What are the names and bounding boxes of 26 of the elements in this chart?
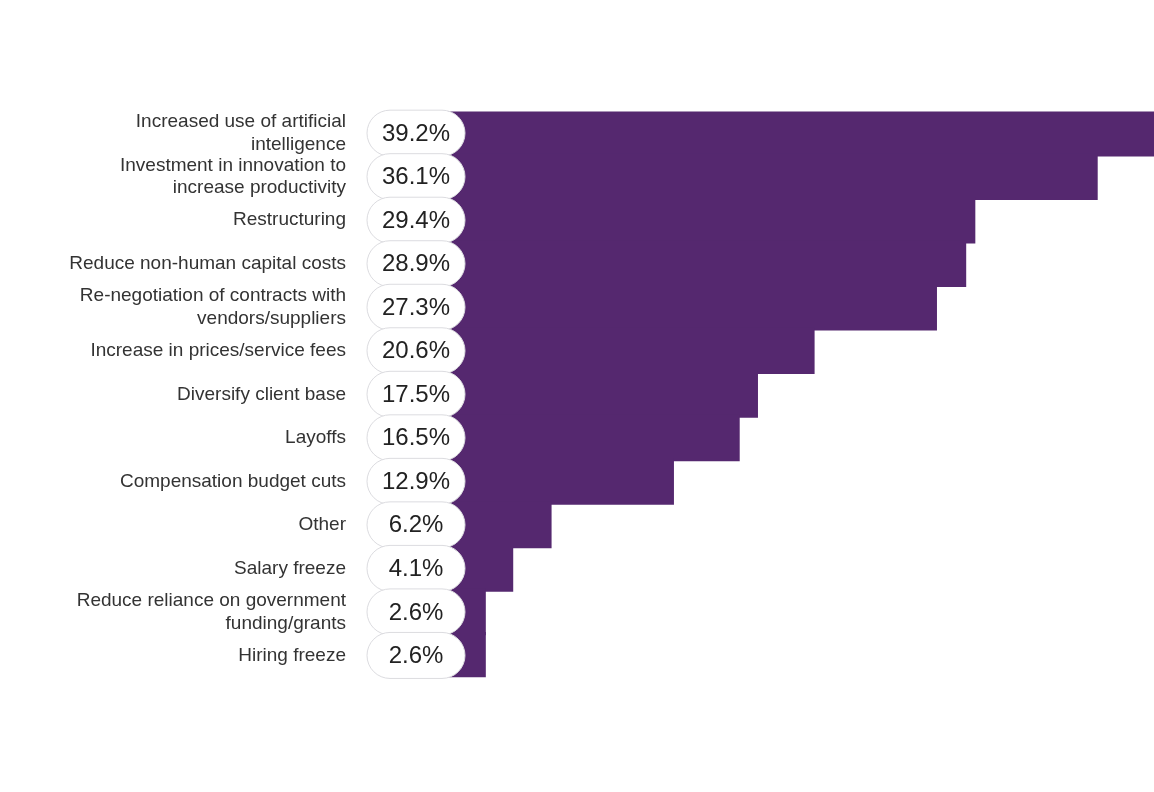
data-label: 39.2%: [381, 118, 451, 146]
data-label: 2.6%: [388, 597, 444, 625]
data-label: 16.5%: [381, 423, 451, 451]
data-label: 36.1%: [381, 162, 451, 190]
y-tick-label: Re-negotiation of contracts with vendors/suppliers: [79, 284, 346, 328]
y-tick-label: Increased use of artificial intelligence: [135, 110, 346, 154]
data-label: 28.9%: [381, 249, 451, 277]
y-tick-label: Increase in prices/service fees: [90, 339, 346, 361]
y-tick-label: Layoffs: [285, 426, 346, 448]
y-tick-label: Reduce reliance on government funding/grants: [76, 588, 347, 633]
y-tick-label: Reduce non-human capital costs: [69, 251, 346, 273]
y-tick-label: Salary freeze: [234, 556, 346, 578]
data-label: 12.9%: [381, 466, 451, 494]
y-tick-label: Diversify client base: [177, 382, 346, 404]
data-label: 17.5%: [381, 379, 451, 407]
data-label: 29.4%: [381, 205, 451, 233]
data-label: 2.6%: [388, 641, 444, 669]
data-label: 20.6%: [381, 336, 451, 364]
y-tick-label: Restructuring: [233, 208, 346, 230]
y-tick-label: Investment in innovation to increase productivity: [119, 153, 347, 198]
data-label: 27.3%: [381, 292, 451, 320]
y-tick-label: Hiring freeze: [238, 643, 346, 665]
y-tick-label: Other: [298, 513, 347, 535]
data-label: 4.1%: [388, 554, 444, 582]
y-tick-label: Compensation budget cuts: [119, 469, 346, 491]
data-label: 6.2%: [388, 510, 444, 538]
